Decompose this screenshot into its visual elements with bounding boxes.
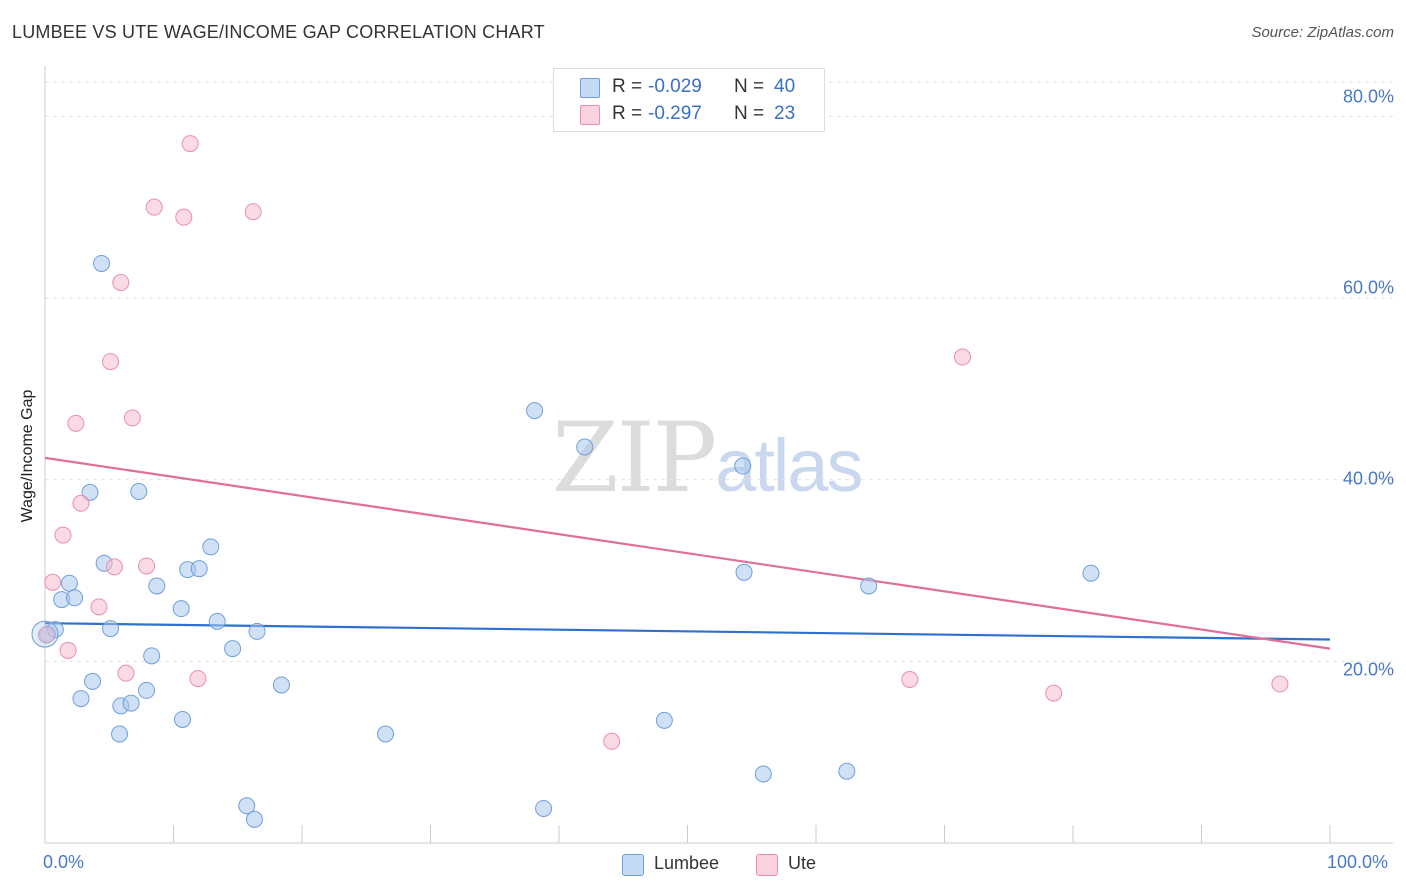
data-point-lumbee: [60, 574, 78, 592]
legend-r-value: -0.297: [648, 103, 702, 124]
trend-line-ute: [44, 456, 1331, 650]
data-point-cluster: [31, 620, 59, 648]
trend-lines: [44, 456, 1331, 650]
y-tick-label: 20.0%: [1342, 659, 1394, 680]
data-point-ute: [59, 641, 77, 659]
data-point-lumbee: [535, 799, 553, 817]
data-point-ute: [953, 348, 971, 366]
data-point-lumbee: [81, 483, 99, 501]
data-point-lumbee: [172, 600, 190, 618]
data-point-lumbee: [245, 810, 263, 828]
data-point-ute: [175, 208, 193, 226]
data-point-ute: [181, 135, 199, 153]
data-point-lumbee: [838, 762, 856, 780]
data-point-lumbee: [173, 710, 191, 728]
legend-n-label: N =: [734, 103, 765, 124]
data-point-lumbee: [122, 694, 140, 712]
data-point-ute: [901, 671, 919, 688]
data-point-ute: [112, 274, 130, 292]
data-point-ute: [603, 732, 621, 750]
data-point-lumbee: [84, 672, 102, 690]
legend-r-value: -0.029: [648, 76, 702, 97]
legend-r-label: R =: [612, 103, 643, 124]
x-tick-label-max: 100.0%: [1327, 852, 1389, 872]
data-point-ute: [1045, 684, 1063, 702]
y-tick-label: 40.0%: [1342, 468, 1394, 489]
data-point-lumbee: [377, 725, 395, 743]
data-point-ute: [138, 557, 156, 575]
source-label: Source: ZipAtlas.com: [1251, 24, 1394, 41]
data-point-lumbee: [576, 438, 594, 456]
data-point-lumbee: [734, 457, 752, 475]
bottom-legend-swatch-ute: [756, 854, 778, 876]
data-point-lumbee: [655, 711, 673, 729]
legend-r-label: R =: [612, 76, 643, 97]
data-point-lumbee: [1082, 564, 1100, 582]
data-point-ute: [72, 494, 90, 512]
data-point-lumbee: [735, 563, 753, 581]
data-point-lumbee: [860, 577, 878, 595]
data-point-ute: [123, 409, 141, 427]
legend-swatch-ute: [580, 105, 600, 125]
legend-row-lumbee: R = -0.029 N = 40: [554, 74, 824, 100]
trend-line-lumbee: [44, 622, 1331, 641]
legend-row-ute: R = -0.297 N = 23: [554, 101, 824, 127]
legend-n-value: 23: [774, 103, 796, 124]
data-point-ute: [189, 670, 207, 688]
data-point-lumbee: [238, 797, 256, 815]
data-point-ute: [44, 573, 62, 591]
data-point-lumbee: [202, 538, 220, 556]
data-point-ute: [105, 558, 123, 576]
data-point-lumbee: [138, 681, 156, 699]
data-point-lumbee: [111, 725, 129, 743]
y-tick-label: 60.0%: [1342, 277, 1394, 298]
data-point-lumbee: [72, 690, 90, 708]
data-point-lumbee: [66, 589, 84, 607]
data-point-lumbee: [208, 612, 226, 630]
data-point-lumbee: [754, 765, 772, 783]
data-point-ute: [102, 353, 120, 371]
data-point-ute: [1271, 675, 1289, 693]
data-points: [31, 135, 1289, 828]
x-tick-label-min: 0.0%: [43, 852, 85, 872]
legend-n-label: N =: [734, 76, 765, 97]
axes: [44, 66, 1393, 844]
bottom-legend-label: Ute: [788, 853, 817, 873]
bottom-legend-swatch-lumbee: [622, 854, 644, 876]
legend-n-value: 40: [774, 76, 796, 97]
data-point-lumbee: [272, 676, 290, 694]
legend-swatch-lumbee: [580, 78, 600, 98]
data-point-ute: [37, 626, 55, 644]
data-point-lumbee: [190, 560, 208, 578]
y-axis-label: Wage/Income Gap: [19, 389, 36, 523]
chart-title: LUMBEE VS UTE WAGE/INCOME GAP CORRELATIO…: [12, 22, 545, 42]
data-point-ute: [145, 198, 163, 216]
data-point-lumbee: [248, 622, 266, 640]
data-point-ute: [54, 526, 72, 544]
data-point-lumbee: [143, 647, 161, 665]
grid-lines: [45, 81, 1393, 662]
data-point-lumbee: [130, 482, 148, 500]
y-tick-label: 80.0%: [1342, 86, 1394, 107]
watermark: ZIPatlas: [552, 402, 864, 514]
data-point-ute: [67, 414, 85, 432]
data-point-lumbee: [224, 640, 242, 658]
data-point-lumbee: [148, 577, 166, 595]
data-point-lumbee: [102, 620, 120, 638]
data-point-ute: [244, 203, 262, 221]
bottom-legend-label: Lumbee: [654, 853, 720, 873]
data-point-lumbee: [526, 402, 544, 420]
correlation-legend: R = -0.029 N = 40 R = -0.297 N = 23: [553, 68, 825, 132]
data-point-ute: [90, 598, 108, 616]
data-point-lumbee: [93, 254, 111, 272]
data-point-ute: [117, 664, 135, 682]
watermark-zip: ZIP: [552, 402, 717, 514]
